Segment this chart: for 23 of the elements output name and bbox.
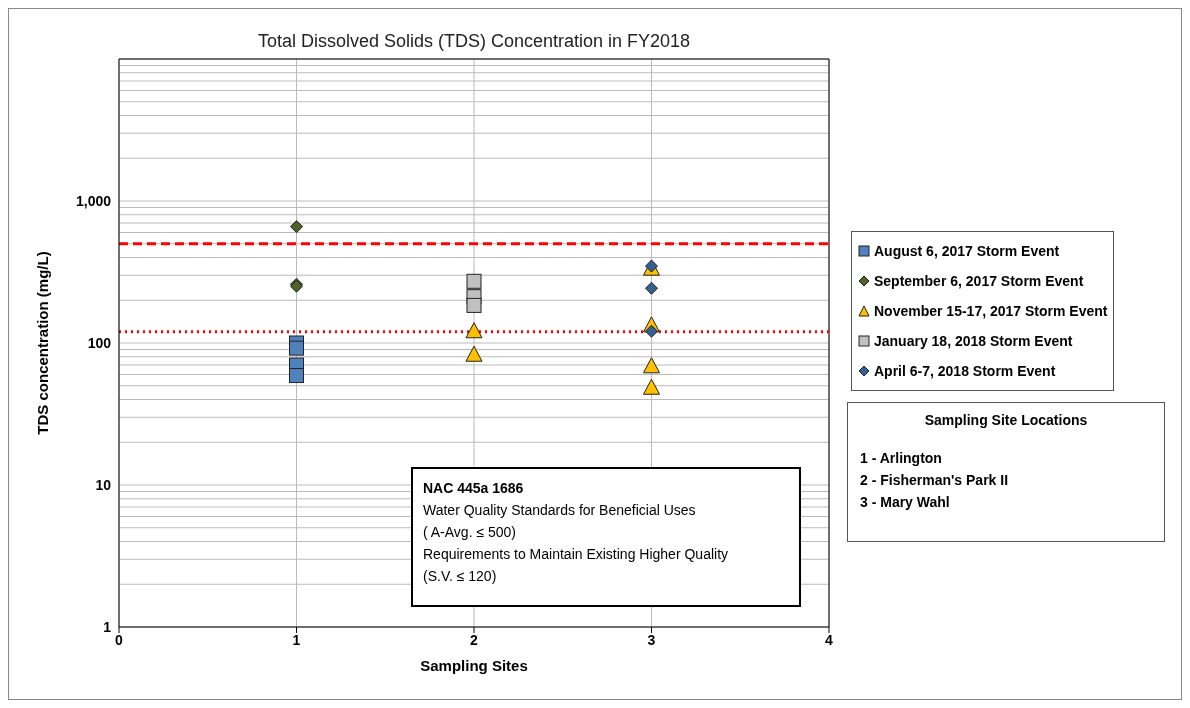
legend-label: August 6, 2017 Storm Event xyxy=(874,243,1060,259)
y-tick-label: 1 xyxy=(103,618,112,635)
annotation: ( A-Avg. ≤ 500) xyxy=(423,523,518,542)
annotation: Requirements to Maintain Existing Higher Quality xyxy=(423,545,730,564)
x-axis-title: Sampling Sites xyxy=(420,657,528,674)
legend-label: November 15-17, 2017 Storm Event xyxy=(874,303,1108,319)
legend-label: April 6-7, 2018 Storm Event xyxy=(874,363,1056,379)
y-tick-label: 1,000 xyxy=(75,192,112,209)
y-axis-title: TDS concentration (mg/L) xyxy=(34,251,52,435)
annotation: (S.V. ≤ 120) xyxy=(423,567,498,586)
site-list-box: Sampling Site Locations 1 - Arlington 2 - Fisherman's Park II 3 - Mary Wahl xyxy=(847,402,1165,542)
chart-title: Total Dissolved Solids (TDS) Concentration in FY2018 xyxy=(256,31,692,52)
x-tick-label: 3 xyxy=(647,631,656,648)
annotation: NAC 445a 1686 xyxy=(423,479,525,498)
legend-label: January 18, 2018 Storm Event xyxy=(874,333,1073,349)
y-tick-label: 100 xyxy=(87,334,112,351)
annotation: Water Quality Standards for Beneficial Uses xyxy=(423,501,697,520)
x-tick-label: 0 xyxy=(115,631,124,648)
x-tick-label: 1 xyxy=(292,631,301,648)
legend-label: September 6, 2017 Storm Event xyxy=(874,273,1084,289)
x-tick-label: 4 xyxy=(825,631,834,648)
x-tick-label: 2 xyxy=(470,631,479,648)
y-tick-label: 10 xyxy=(95,476,112,493)
